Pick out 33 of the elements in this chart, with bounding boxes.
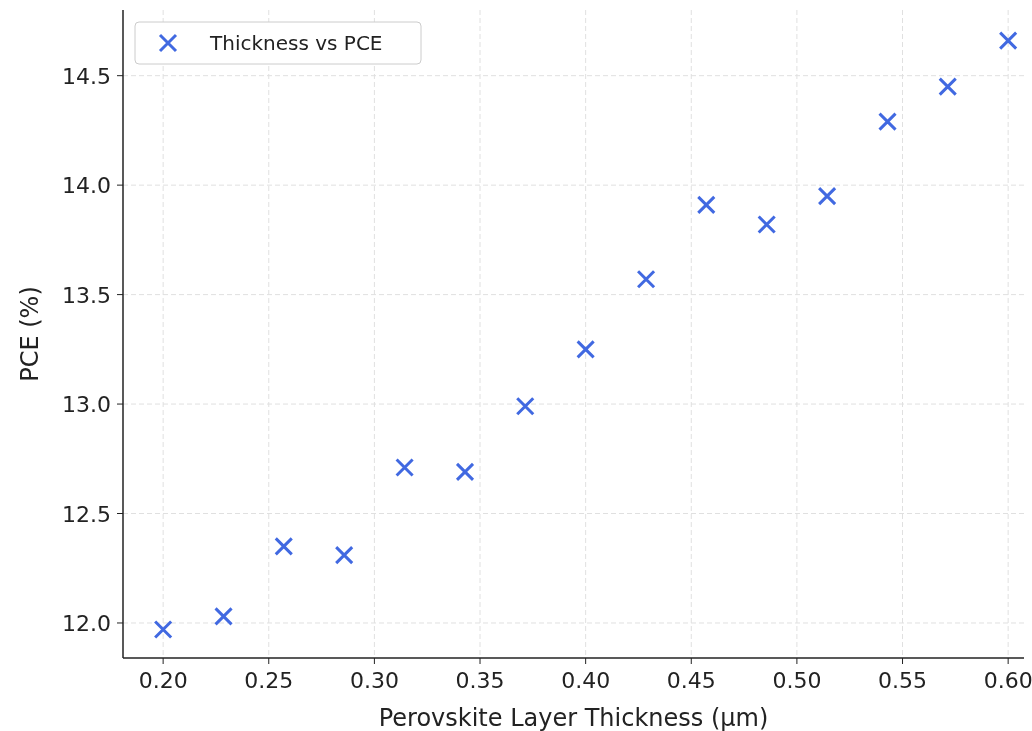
point <box>757 215 777 235</box>
x-tick-label: 0.50 <box>772 668 822 693</box>
x-tick-label: 0.25 <box>244 668 294 693</box>
y-tick-label: 12.5 <box>62 501 111 527</box>
x-tick-label: 0.30 <box>349 668 399 693</box>
y-tick-label: 14.0 <box>62 173 111 199</box>
point <box>153 620 173 640</box>
x-tick-label: 0.55 <box>878 668 928 693</box>
point <box>274 536 294 556</box>
y-tick-label: 12.0 <box>62 610 111 636</box>
point <box>998 31 1018 51</box>
x-tick-label: 0.40 <box>561 668 611 693</box>
y-axis-title: PCE (%) <box>16 286 44 382</box>
point <box>878 112 898 132</box>
point <box>636 269 656 289</box>
point <box>817 186 837 206</box>
point <box>696 195 716 215</box>
y-tick-label: 13.0 <box>62 392 111 418</box>
x-tick-label: 0.35 <box>455 668 505 693</box>
x-axis-title: Perovskite Layer Thickness (µm) <box>378 704 769 731</box>
x-tick-label: 0.20 <box>138 668 188 693</box>
y-tick-label: 14.5 <box>62 63 111 89</box>
x-tick-label: 0.45 <box>666 668 716 693</box>
legend-label: Thickness vs PCE <box>209 31 383 55</box>
point <box>515 396 535 416</box>
point <box>455 462 475 482</box>
x-tick-label: 0.60 <box>983 668 1032 693</box>
point <box>334 545 354 565</box>
point <box>395 458 415 478</box>
point <box>576 339 596 359</box>
point <box>214 606 234 626</box>
point <box>938 77 958 97</box>
y-tick-label: 13.5 <box>62 282 111 308</box>
